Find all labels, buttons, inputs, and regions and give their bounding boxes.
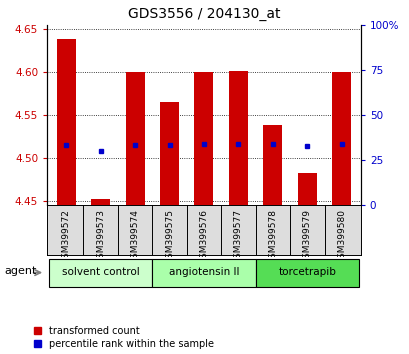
FancyBboxPatch shape	[152, 259, 255, 287]
Title: GDS3556 / 204130_at: GDS3556 / 204130_at	[128, 7, 279, 21]
Bar	[228, 71, 247, 205]
Text: GSM399572: GSM399572	[61, 209, 70, 264]
Bar	[332, 72, 351, 205]
Text: agent: agent	[4, 266, 36, 276]
Text: torcetrapib: torcetrapib	[278, 267, 335, 277]
FancyBboxPatch shape	[255, 259, 358, 287]
Bar	[91, 199, 110, 205]
Text: solvent control: solvent control	[61, 267, 139, 277]
Bar	[263, 125, 282, 205]
Text: angiotensin II: angiotensin II	[169, 267, 238, 277]
Text: GSM399578: GSM399578	[268, 209, 277, 264]
Text: GSM399574: GSM399574	[130, 209, 139, 264]
Text: GSM399577: GSM399577	[234, 209, 243, 264]
Legend: transformed count, percentile rank within the sample: transformed count, percentile rank withi…	[34, 326, 213, 349]
Bar	[194, 72, 213, 205]
Text: GSM399573: GSM399573	[96, 209, 105, 264]
Bar	[160, 102, 179, 205]
Bar	[297, 173, 316, 205]
Text: GSM399576: GSM399576	[199, 209, 208, 264]
Bar	[125, 72, 144, 205]
Text: GSM399575: GSM399575	[164, 209, 173, 264]
Text: GSM399579: GSM399579	[302, 209, 311, 264]
FancyBboxPatch shape	[49, 259, 152, 287]
Text: GSM399580: GSM399580	[337, 209, 346, 264]
Bar	[56, 39, 75, 205]
